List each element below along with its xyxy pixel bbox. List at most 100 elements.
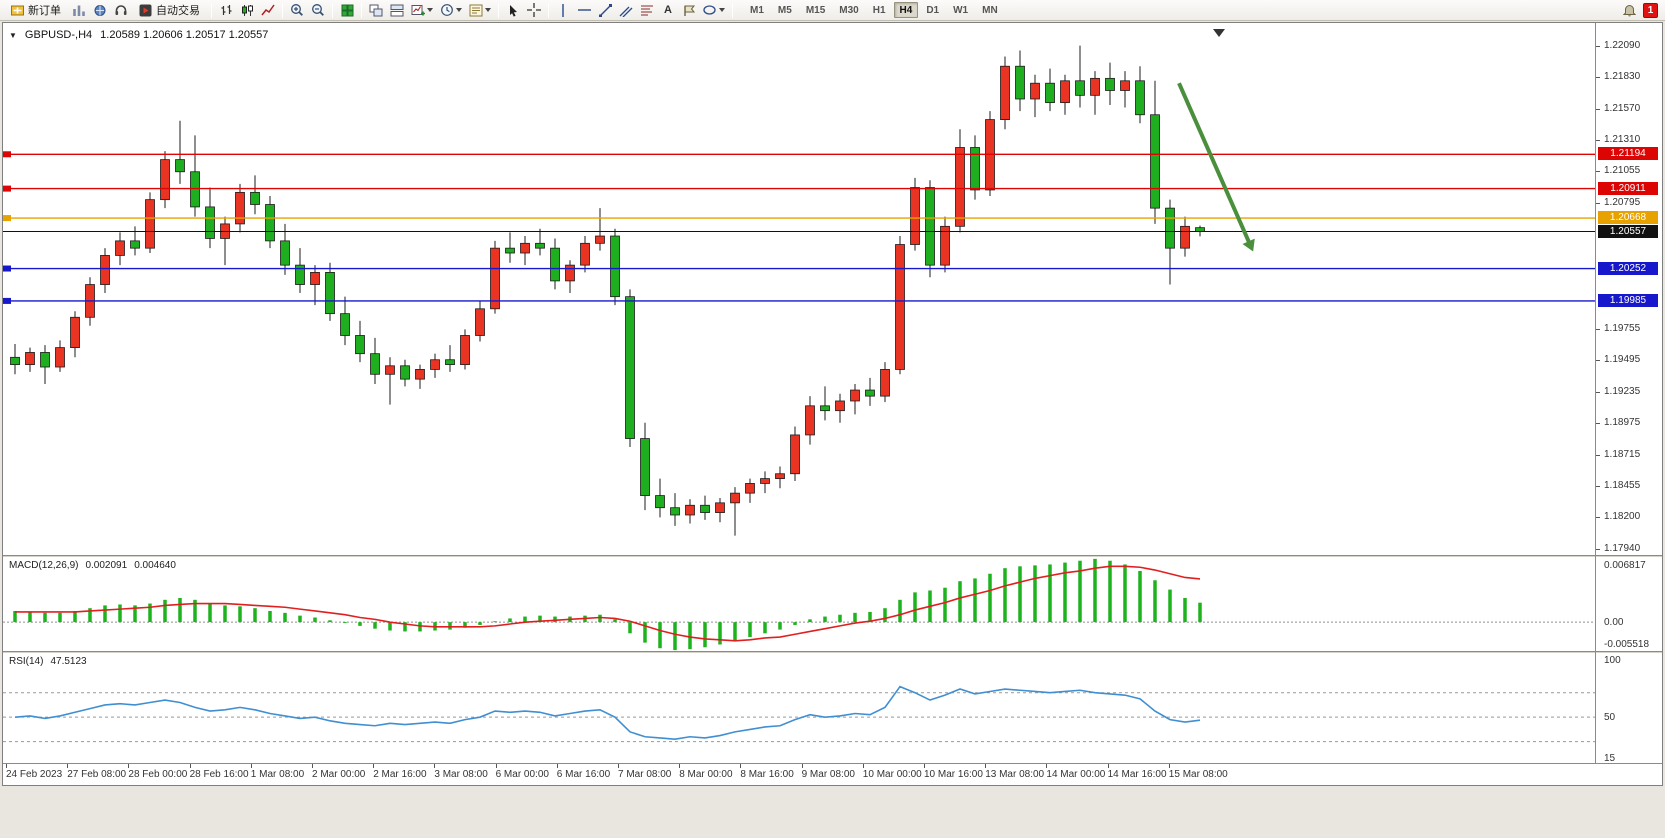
time-axis-tickmark xyxy=(250,764,252,768)
toolbar-separator xyxy=(282,2,283,18)
price-axis-tick: 1.21830 xyxy=(1604,71,1641,83)
macd-axis-min: -0.005518 xyxy=(1604,639,1650,650)
panel-resize-handle[interactable] xyxy=(3,555,1662,557)
rsi-indicator-panel[interactable] xyxy=(3,653,1595,763)
new-order-button[interactable]: 新订单 xyxy=(4,1,68,19)
hline-tool-button[interactable] xyxy=(574,1,594,19)
line-style-button[interactable] xyxy=(258,1,278,19)
vline-tool-button[interactable] xyxy=(553,1,573,19)
arrange-windows-button[interactable] xyxy=(366,1,386,19)
time-axis-tickmark xyxy=(618,764,619,768)
timeframe-button-mn[interactable]: MN xyxy=(982,5,998,16)
notification-badge[interactable]: 1 xyxy=(1643,2,1658,18)
macd-axis-max: 0.006817 xyxy=(1604,560,1646,571)
price-axis-tickmark xyxy=(1596,454,1600,456)
time-axis-tickmark xyxy=(1046,764,1048,768)
time-axis-label: 1 Mar 08:00 xyxy=(250,769,305,780)
label-tool-button[interactable] xyxy=(679,1,699,19)
shapes-tool-icon xyxy=(703,5,716,15)
level-price-tag: 1.20252 xyxy=(1598,261,1658,275)
timeframe-button-m1[interactable]: M1 xyxy=(750,5,764,16)
rsi-axis-top: 100 xyxy=(1604,655,1621,666)
macd-signal-value: 0.004640 xyxy=(134,560,176,571)
timeframe-button-m5[interactable]: M5 xyxy=(777,5,792,16)
templates-button[interactable] xyxy=(466,1,494,19)
dropdown-caret-icon xyxy=(485,8,491,12)
price-axis-tick: 1.18715 xyxy=(1604,448,1641,460)
new-order-label: 新订单 xyxy=(28,5,61,17)
rsi-name: RSI(14) xyxy=(9,656,44,667)
macd-indicator-panel[interactable] xyxy=(3,557,1595,651)
tile-windows-button[interactable] xyxy=(337,1,357,19)
profiles-button[interactable] xyxy=(69,1,89,19)
candles-style-button[interactable] xyxy=(237,1,257,19)
price-axis-tick: 1.21055 xyxy=(1604,165,1641,177)
panel-resize-handle[interactable] xyxy=(3,651,1662,653)
timeframe-button-w1[interactable]: W1 xyxy=(953,5,969,16)
price-axis-tick: 1.19495 xyxy=(1604,354,1641,366)
timeframe-button-d1[interactable]: D1 xyxy=(926,5,940,16)
price-axis-tickmark xyxy=(1596,548,1600,550)
time-axis-label: 7 Mar 08:00 xyxy=(618,769,672,780)
zoom-in-button[interactable] xyxy=(287,1,307,19)
bars-style-button[interactable] xyxy=(216,1,236,19)
vline-tool-icon xyxy=(562,3,564,17)
new-order-icon xyxy=(11,5,24,15)
timeframe-button-m30[interactable]: M30 xyxy=(839,5,859,16)
time-axis-tickmark xyxy=(862,764,864,768)
price-axis-tick: 1.22090 xyxy=(1604,39,1641,51)
symbol-dropdown-icon[interactable]: ▼ xyxy=(9,30,17,40)
price-axis-tickmark xyxy=(1596,140,1600,142)
price-axis-tick: 1.17940 xyxy=(1604,542,1641,554)
templates-icon xyxy=(469,4,483,16)
auto-trading-icon xyxy=(139,4,152,16)
auto-trading-button[interactable]: 自动交易 xyxy=(132,1,207,19)
new-chart-button[interactable] xyxy=(408,1,436,19)
time-axis-tickmark xyxy=(6,764,7,768)
price-axis-tickmark xyxy=(1596,77,1600,79)
time-axis-label: 9 Mar 08:00 xyxy=(801,769,855,780)
trendline-tool-icon xyxy=(598,3,612,17)
timeframe-button-h4[interactable]: H4 xyxy=(893,2,919,18)
time-axis[interactable]: 24 Feb 2023 27 Feb 08:00 28 Feb 00:00 28 Fe… xyxy=(3,763,1662,785)
chart-symbol-period: GBPUSD-,H4 xyxy=(24,29,93,41)
time-axis-label: 10 Mar 00:00 xyxy=(862,769,922,780)
zoom-in-icon xyxy=(291,4,303,16)
price-axis-tickmark xyxy=(1596,171,1600,173)
periods-button[interactable] xyxy=(437,1,465,19)
support-button[interactable] xyxy=(111,1,131,19)
cascade-windows-button[interactable] xyxy=(387,1,407,19)
shapes-tool-button[interactable] xyxy=(700,1,728,19)
support-icon xyxy=(115,4,127,15)
market-watch-button[interactable] xyxy=(90,1,110,19)
time-axis-tickmark xyxy=(312,764,313,768)
price-axis[interactable]: 1.22090 1.21830 1.21570 1.21310 1.21055 1.207… xyxy=(1596,23,1663,764)
trendline-tool-button[interactable] xyxy=(595,1,615,19)
crosshair-button[interactable] xyxy=(524,1,544,19)
rsi-axis-mid: 50 xyxy=(1604,712,1616,724)
trend-arrow-annotation[interactable] xyxy=(1177,82,1255,252)
main-price-chart[interactable] xyxy=(3,25,1595,555)
fibonacci-tool-icon xyxy=(641,4,653,16)
rsi-axis-bottom: 15 xyxy=(1604,753,1616,764)
timeframe-button-m15[interactable]: M15 xyxy=(805,5,826,16)
price-axis-tickmark xyxy=(1596,108,1600,110)
main-toolbar: 新订单 自动交易 xyxy=(0,0,1665,21)
text-tool-button[interactable]: A xyxy=(658,1,678,19)
alerts-button[interactable] xyxy=(1619,1,1639,19)
level-price-tag: 1.19985 xyxy=(1598,293,1658,307)
zoom-out-button[interactable] xyxy=(308,1,328,19)
line-chart-icon xyxy=(261,4,275,15)
cursor-button[interactable] xyxy=(503,1,523,19)
time-axis-label: 14 Mar 16:00 xyxy=(1107,769,1167,780)
channel-tool-button[interactable] xyxy=(616,1,636,19)
macd-label-row: MACD(12,26,9) 0.002091 0.004640 xyxy=(9,560,176,571)
chart-shift-marker-icon xyxy=(1213,29,1225,37)
fibonacci-tool-button[interactable] xyxy=(637,1,657,19)
time-axis-label: 6 Mar 16:00 xyxy=(556,769,611,780)
timeframe-button-h1[interactable]: H1 xyxy=(872,5,886,16)
clock-icon xyxy=(441,4,453,16)
toolbar-separator xyxy=(332,2,333,18)
price-axis-tick: 1.18200 xyxy=(1604,511,1641,523)
macd-name: MACD(12,26,9) xyxy=(9,560,79,571)
